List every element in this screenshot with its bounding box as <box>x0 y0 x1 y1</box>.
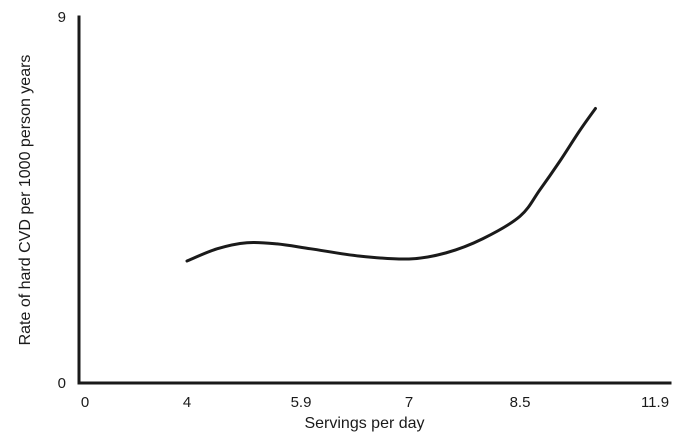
axes <box>77 15 672 385</box>
y-axis-title: Rate of hard CVD per 1000 person years <box>17 55 34 346</box>
x-tick-labels: 0 4 5.9 7 8.5 11.9 <box>81 394 669 411</box>
x-tick-label: 0 <box>81 394 89 411</box>
x-tick-label: 11.9 <box>641 394 669 411</box>
x-axis-title: Servings per day <box>304 415 424 432</box>
x-tick-label: 7 <box>405 394 413 411</box>
series-line <box>185 107 597 263</box>
series <box>185 107 597 263</box>
y-tick-label: 9 <box>58 9 66 26</box>
x-tick-label: 8.5 <box>510 394 531 411</box>
y-tick-label: 0 <box>58 375 66 392</box>
x-tick-label: 5.9 <box>291 394 312 411</box>
y-tick-labels: 09 <box>58 9 66 392</box>
x-tick-label: 4 <box>183 394 191 411</box>
